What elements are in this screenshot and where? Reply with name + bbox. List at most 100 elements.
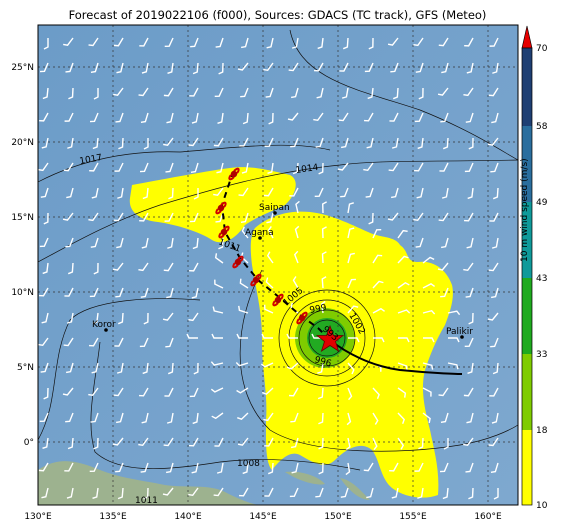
wind-barb — [440, 287, 449, 298]
wind-barb — [441, 187, 449, 199]
wind-barb — [214, 87, 224, 97]
land-islands — [285, 471, 325, 485]
wind-barb — [295, 200, 300, 214]
wind-barb — [422, 387, 432, 397]
wind-barb — [238, 187, 249, 197]
wind-barb — [140, 287, 149, 298]
wind-barb — [391, 137, 399, 149]
wind-barb — [347, 305, 359, 314]
x-tick-label: 140°E — [174, 512, 202, 522]
wind-barb — [242, 462, 249, 475]
wind-barb — [417, 487, 424, 499]
place-label-agana: Agana — [245, 228, 274, 238]
wind-barb — [213, 137, 224, 147]
wind-barb — [487, 137, 499, 146]
place-dot-agana — [258, 236, 262, 240]
wind-barb — [372, 412, 379, 425]
wind-barb — [93, 88, 99, 100]
wind-barb — [318, 162, 324, 175]
wind-barb — [318, 437, 324, 450]
wind-barb — [345, 462, 351, 476]
wind-barb — [442, 487, 449, 500]
place-dot-palikir — [460, 335, 464, 339]
colorbar: 10 18 33 43 49 58 70 — [521, 25, 548, 511]
colorbar-label: 10 m wind speed (m/s) — [520, 158, 530, 262]
wind-barb — [239, 137, 249, 147]
wind-barb — [115, 462, 124, 473]
wind-barb — [422, 309, 436, 315]
wind-barb — [490, 337, 499, 348]
land-new-guinea — [38, 461, 260, 505]
wind-barb — [414, 462, 424, 472]
wind-barb — [290, 137, 299, 148]
wind-barb — [162, 487, 174, 496]
wind-barb — [439, 462, 449, 473]
wind-barb — [186, 333, 198, 339]
wind-barb — [139, 162, 149, 173]
wind-barb — [143, 138, 149, 150]
wind-barb — [39, 237, 49, 248]
wind-barb — [437, 262, 449, 271]
wind-barb — [163, 262, 174, 272]
wind-barb — [142, 362, 149, 375]
wind-barb — [463, 212, 474, 222]
wind-barb — [315, 137, 324, 148]
wind-barb — [347, 387, 353, 401]
wind-barb — [117, 487, 124, 500]
wind-barb — [318, 462, 324, 475]
y-tick-label: 10°N — [11, 288, 34, 298]
wind-barb — [115, 287, 124, 298]
wind-barb — [372, 307, 385, 314]
wind-barb — [463, 262, 474, 272]
wind-barb — [68, 87, 74, 100]
wind-barb — [265, 277, 274, 289]
wind-barb — [89, 462, 99, 472]
colorbar-band-18-33 — [522, 354, 532, 430]
wind-barb — [286, 333, 298, 339]
wind-barb — [238, 487, 249, 497]
wind-barb — [267, 226, 274, 239]
wind-barb — [143, 312, 149, 325]
wind-barb — [366, 487, 374, 499]
wind-barb — [115, 412, 124, 424]
wind-barb — [189, 387, 199, 398]
wind-barb — [39, 112, 49, 122]
wind-barb — [163, 137, 174, 146]
wind-barb — [241, 162, 249, 174]
wind-barb — [267, 162, 274, 174]
wind-barb — [92, 137, 99, 150]
place-label-palikir: Palikir — [446, 327, 473, 337]
wind-barb — [389, 112, 399, 122]
wind-barb — [90, 412, 99, 423]
wind-barb — [193, 188, 199, 200]
wind-barb — [64, 462, 74, 472]
colorbar-tick: 49 — [536, 198, 548, 208]
wind-barb — [236, 333, 248, 339]
wind-barb — [63, 37, 74, 46]
wind-barb — [67, 437, 74, 450]
tc-current-position-icon — [315, 324, 345, 352]
colorbar-band-49-58 — [522, 126, 532, 202]
place-label-saipan: Saipan — [259, 203, 290, 213]
wind-barb — [138, 262, 149, 272]
wind-barb — [289, 187, 299, 197]
wind-barb — [164, 212, 174, 222]
wind-barb — [140, 112, 149, 124]
wind-barb — [387, 37, 399, 46]
colorbar-band-43-49 — [522, 202, 532, 278]
wind-barb — [66, 312, 74, 324]
wind-barb — [347, 227, 355, 239]
wind-barb — [263, 412, 274, 422]
x-tick-label: 160°E — [474, 512, 502, 522]
wind-barb — [66, 187, 74, 199]
wind-barb — [114, 337, 124, 347]
colorbar-band-58-70 — [522, 48, 532, 126]
wind-barb — [439, 162, 449, 172]
wind-barb — [363, 462, 374, 472]
wind-barb — [264, 437, 274, 447]
wind-barb — [491, 112, 499, 124]
wind-barb — [288, 62, 299, 72]
wind-barb — [261, 387, 274, 395]
wind-barb — [315, 487, 324, 498]
wind-barb — [347, 278, 356, 289]
